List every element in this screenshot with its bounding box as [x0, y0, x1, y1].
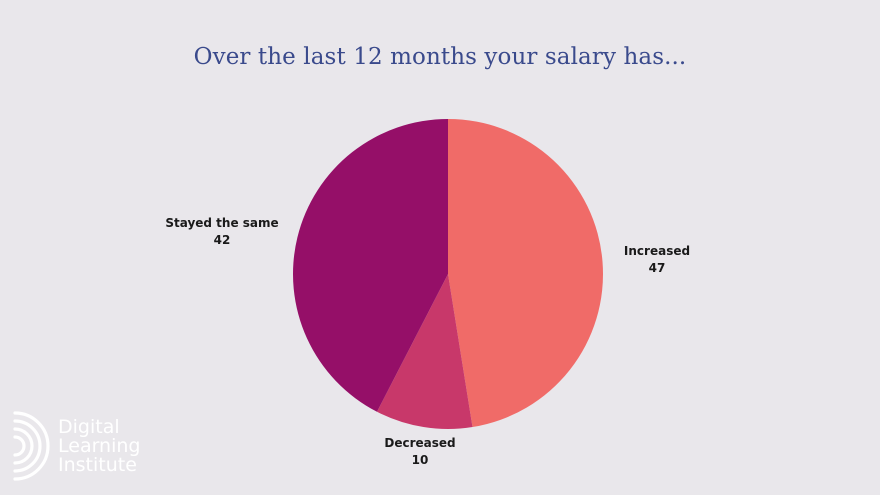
slice-name: Decreased [384, 436, 456, 450]
concentric-arcs-icon [13, 411, 50, 481]
brand-line-2: Learning [58, 434, 141, 457]
brand-line-3: Institute [58, 453, 137, 476]
chart-title: Over the last 12 months your salary has.… [193, 44, 687, 70]
slice-name: Stayed the same [165, 216, 279, 230]
slice-value: 47 [648, 261, 666, 275]
slice-label-increased: Increased 47 [624, 243, 690, 277]
slice-name: Increased [623, 244, 691, 258]
brand-wordmark: Digital Learning Institute [58, 415, 141, 476]
slice-label-stayed-the-same: Stayed the same 42 [165, 215, 278, 249]
brand-line-1: Digital [58, 415, 120, 438]
brand-logo: Digital Learning Institute [12, 410, 141, 482]
slice-label-decreased: Decreased 10 [384, 435, 455, 469]
pie-slice-increased [448, 119, 603, 428]
slice-value: 42 [213, 233, 231, 247]
slice-value: 10 [411, 453, 429, 467]
pie-slice-stayed-the-same [292, 119, 448, 412]
pie-slice-decreased [376, 274, 473, 430]
